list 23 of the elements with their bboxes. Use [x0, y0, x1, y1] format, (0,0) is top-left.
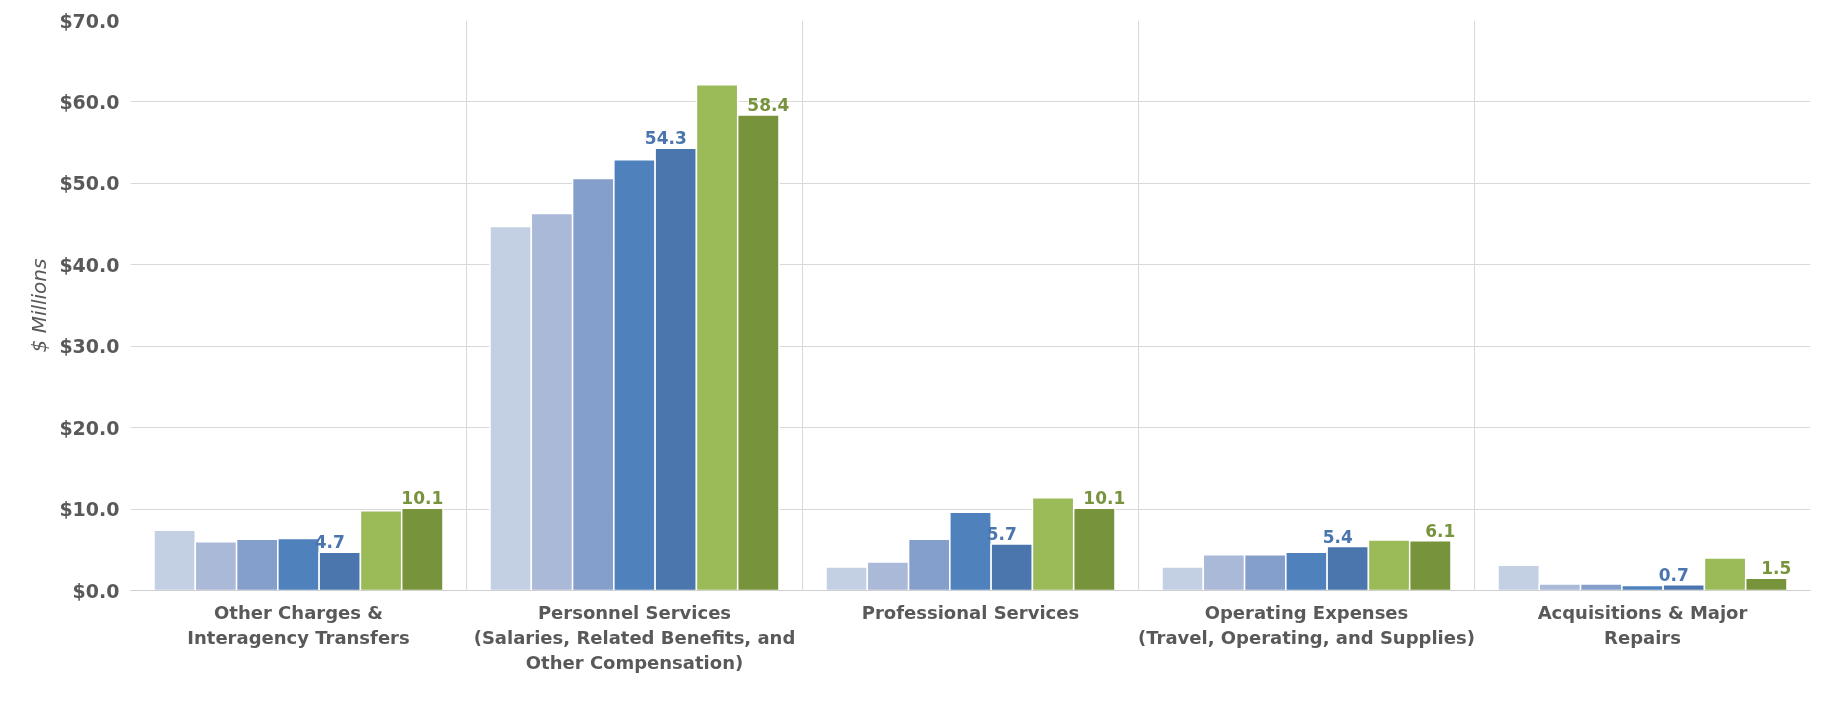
x-tick-label: Other Charges & Interagency Transfers	[187, 601, 410, 648]
data-label: 10.1	[401, 488, 444, 509]
data-label: 54.3	[644, 128, 687, 149]
y-tick-label: $20.0	[59, 416, 120, 439]
y-tick-label: $10.0	[59, 498, 120, 521]
y-tick-label: $70.0	[59, 9, 120, 32]
data-label: 10.1	[1083, 488, 1126, 509]
x-tick-label: Professional Services	[861, 601, 1080, 623]
data-label: 58.4	[747, 94, 790, 115]
data-label: 5.4	[1322, 526, 1354, 547]
x-tick-label: Personnel Services (Salaries, Related Benefits, and Other Compensation)	[473, 601, 796, 673]
data-label: 6.1	[1425, 520, 1456, 541]
y-axis-title: $ Millions	[27, 258, 52, 353]
y-tick-label: $50.0	[59, 172, 120, 195]
x-tick-label: Acquisitions & Major Repairs	[1537, 601, 1748, 648]
y-tick-label: $0.0	[72, 579, 120, 602]
y-tick-label: $60.0	[59, 90, 120, 113]
y-tick-label: $30.0	[59, 335, 120, 358]
data-label: 1.5	[1761, 558, 1792, 579]
x-tick-label: Operating Expenses (Travel, Operating, and Supplies)	[1138, 601, 1475, 648]
y-tick-label: $40.0	[59, 253, 120, 276]
data-label: 0.7	[1658, 564, 1689, 585]
data-label: 4.7	[314, 532, 345, 553]
